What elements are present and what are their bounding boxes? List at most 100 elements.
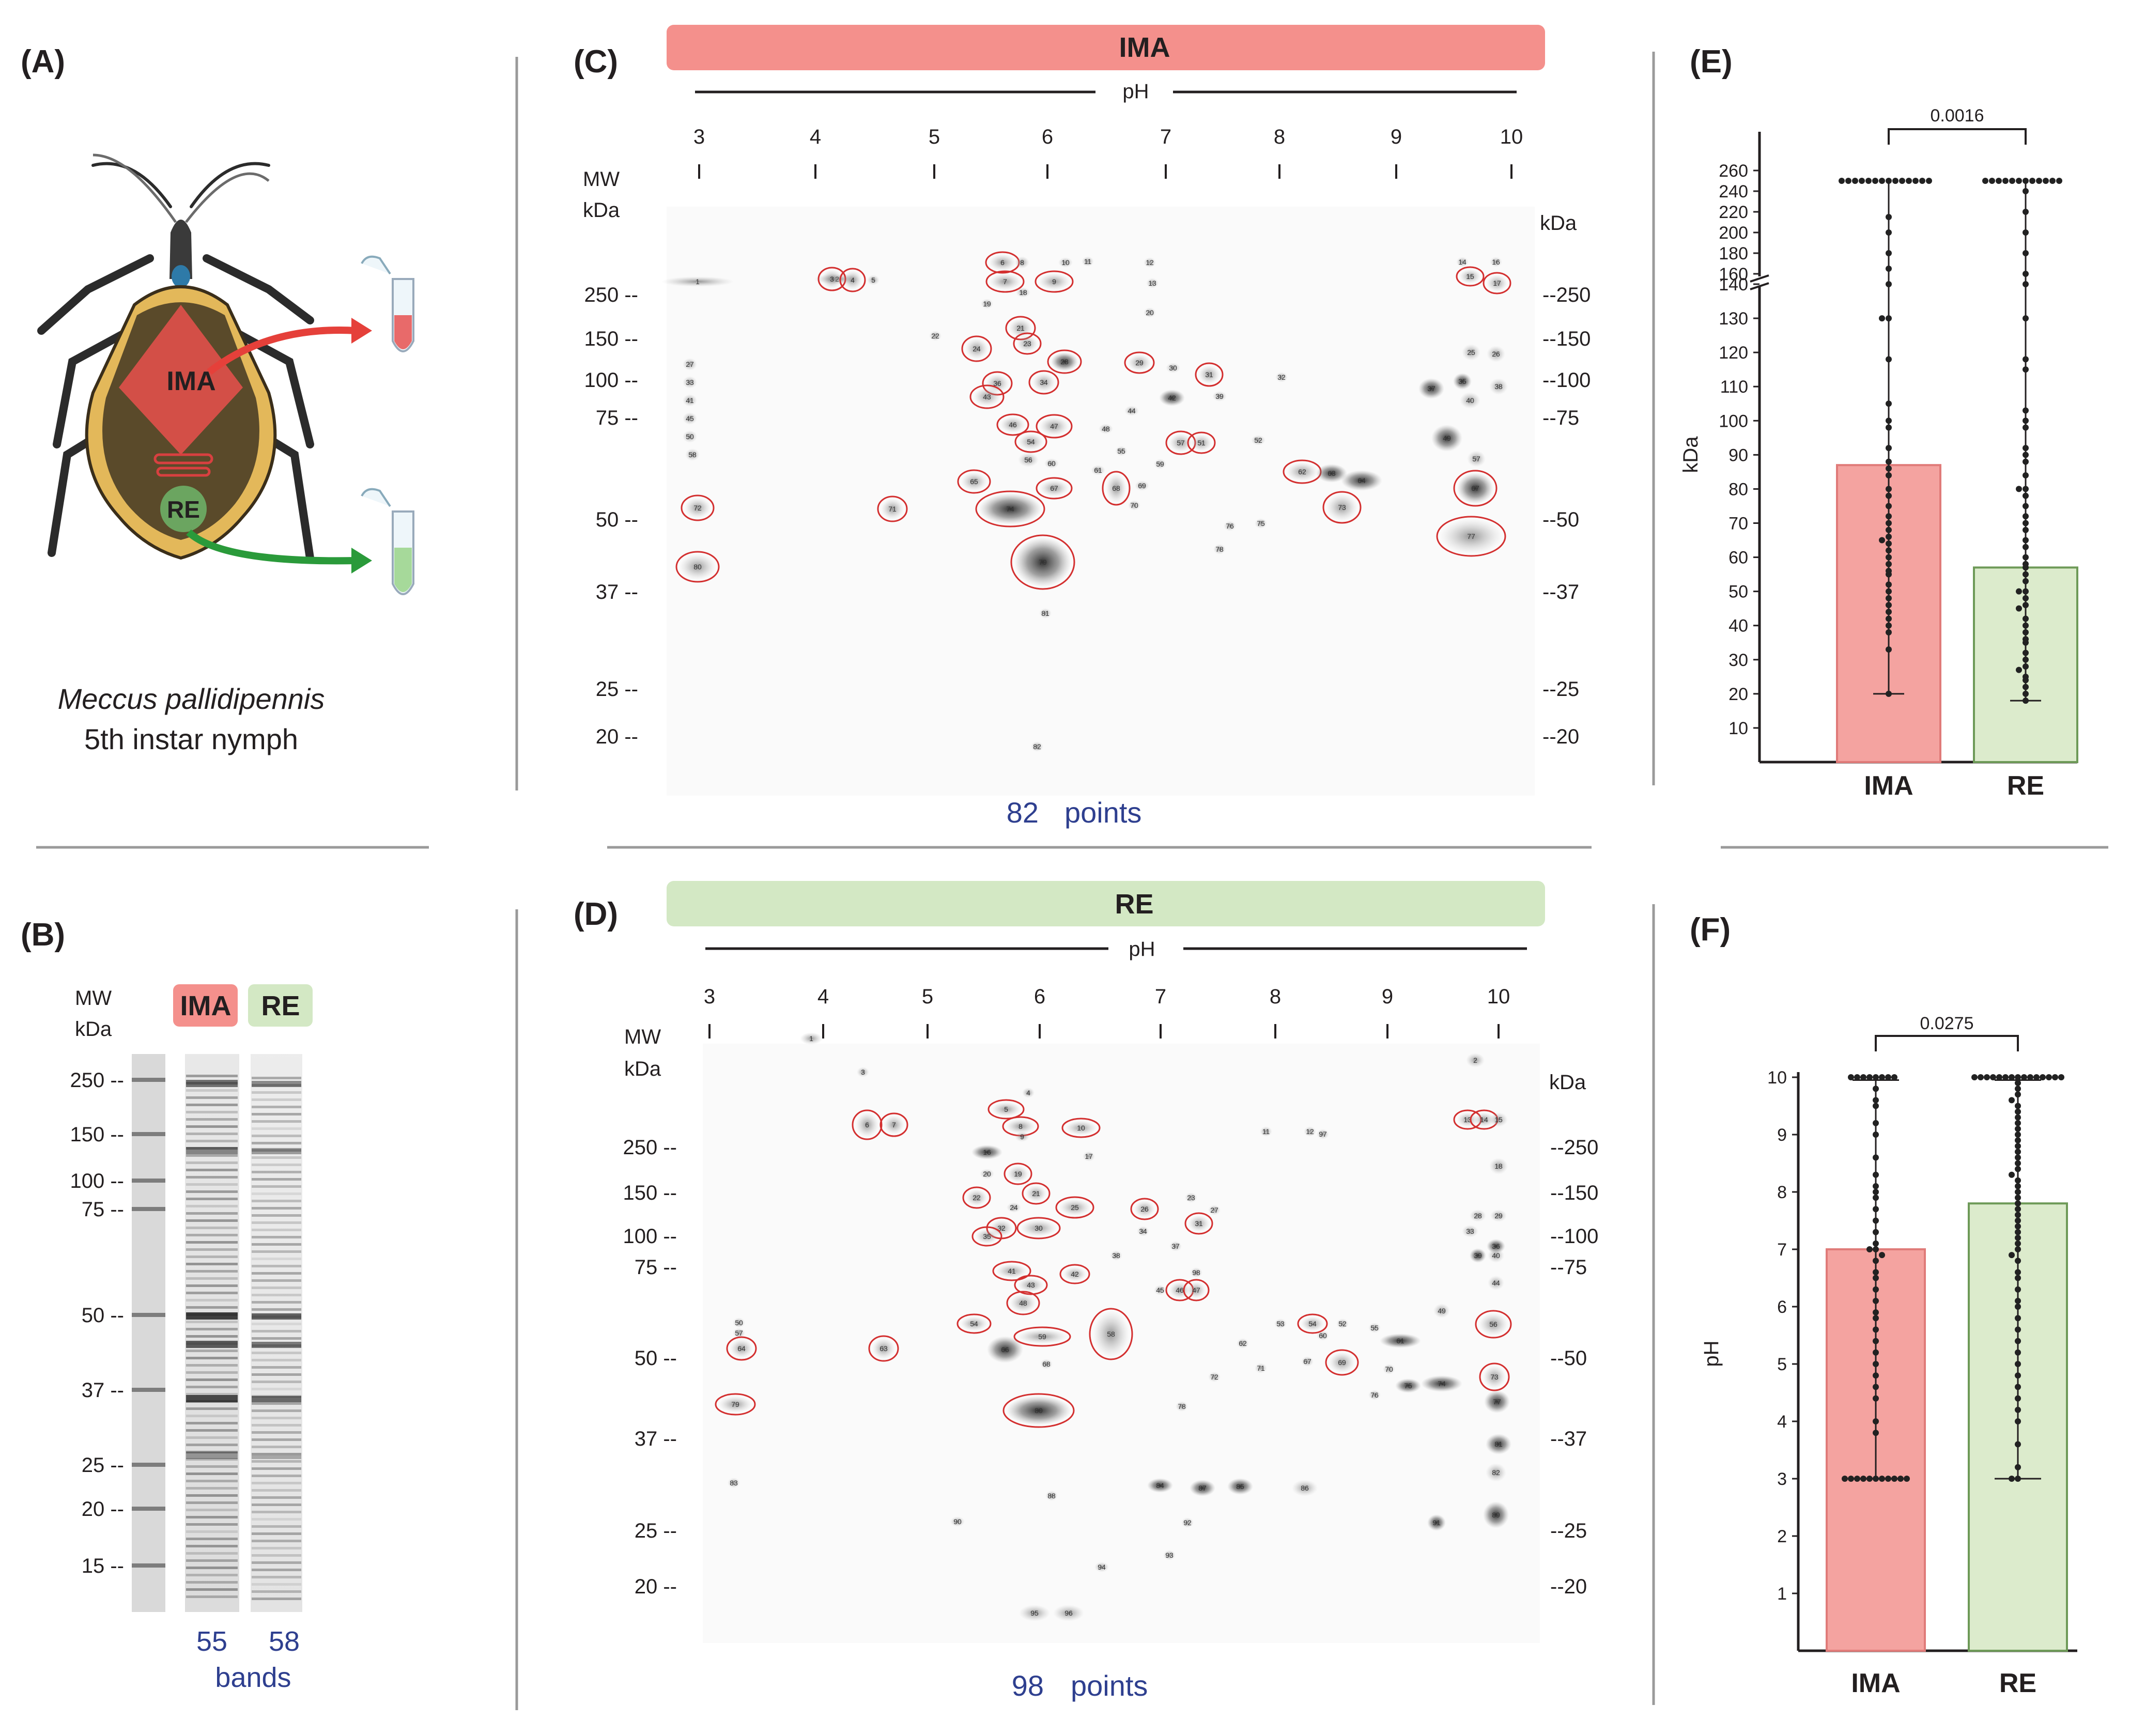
spot-number: 47 <box>1192 1286 1200 1294</box>
spot-number: 91 <box>1432 1518 1441 1527</box>
data-point <box>2015 1418 2021 1424</box>
mw-header-c-2: kDa <box>583 199 620 222</box>
ima-band <box>186 1364 238 1367</box>
re-band <box>252 1583 301 1586</box>
ima-band <box>186 1480 238 1482</box>
data-point <box>2015 1217 2021 1224</box>
spot-number: 3 <box>861 1068 865 1076</box>
protein-spot <box>1304 1126 1316 1137</box>
re-band <box>252 1323 301 1325</box>
ima-band <box>186 1080 238 1087</box>
marker-150: 150 -- <box>70 1123 125 1146</box>
spot-number: 40 <box>1466 396 1474 405</box>
protein-spot <box>1154 459 1166 469</box>
protein-spot <box>1274 1319 1287 1329</box>
spot-number: 50 <box>686 432 694 441</box>
protein-spot <box>976 1229 998 1244</box>
re-band <box>252 1178 301 1181</box>
data-point <box>1984 1074 1990 1080</box>
data-point <box>1873 1217 1879 1224</box>
y-tick-label: 4 <box>1777 1412 1787 1432</box>
data-point <box>1891 1476 1897 1482</box>
data-point <box>2023 677 2029 684</box>
data-point <box>1906 178 1912 184</box>
data-point <box>1886 547 1892 554</box>
data-point <box>1873 1338 1879 1344</box>
panel-d: (D) RE pH 3 4 5 6 7 8 9 10 MW kDa kDa 250 --150… <box>574 881 1598 1702</box>
y-tick-label: 40 <box>1728 616 1748 636</box>
spot-number: 42 <box>1071 1270 1079 1278</box>
spot-number: 68 <box>1042 1360 1051 1368</box>
spot-number: 48 <box>1102 425 1110 433</box>
re-band <box>252 1540 301 1542</box>
spot-number: 55 <box>1370 1324 1379 1332</box>
spot-number: 23 <box>1023 339 1031 348</box>
spot-number: 66 <box>1001 1345 1009 1354</box>
spot-circle <box>957 469 991 494</box>
data-point <box>1872 178 1878 184</box>
y-tick-label: 9 <box>1777 1125 1787 1145</box>
data-point <box>1886 356 1892 363</box>
spot-count-label-d: points <box>1071 1669 1148 1702</box>
mw-left-tick: 75 -- <box>596 407 638 429</box>
data-point <box>1873 1361 1879 1367</box>
panel-f-label: (F) <box>1690 912 1731 948</box>
ph-ticks-d: 3 4 5 6 7 8 9 10 <box>704 985 1510 1038</box>
re-band <box>252 1475 301 1477</box>
re-band <box>252 1135 301 1137</box>
re-band <box>252 1272 301 1275</box>
y-tick-label: 60 <box>1728 548 1748 568</box>
y-tick-label: 120 <box>1719 343 1748 363</box>
data-point <box>2015 1183 2021 1189</box>
data-point <box>1873 1297 1879 1304</box>
data-point <box>2015 1246 2021 1252</box>
data-point <box>1873 1246 1879 1252</box>
protein-spot <box>992 1102 1021 1117</box>
data-point <box>2023 229 2029 236</box>
ima-band <box>186 1378 238 1381</box>
re-band <box>252 1381 301 1383</box>
re-band <box>252 1359 301 1361</box>
spot-number: 33 <box>686 378 694 386</box>
protein-spot <box>1395 1378 1421 1393</box>
ima-lane <box>185 1054 239 1612</box>
y-tick-label: 70 <box>1728 514 1748 534</box>
marker-band <box>132 1563 165 1568</box>
data-point <box>1897 1476 1904 1482</box>
spot-circle <box>1059 1264 1090 1284</box>
data-point <box>2036 178 2042 184</box>
spot-number: 48 <box>1019 1299 1027 1307</box>
spot-number: 76 <box>1370 1391 1379 1399</box>
mw-right-tick: --25 <box>1542 678 1579 701</box>
protein-spot <box>683 376 697 389</box>
data-point <box>2056 178 2062 184</box>
data-point <box>2015 1137 2021 1144</box>
spot-number: 32 <box>997 1224 1006 1232</box>
ima-band <box>186 1407 238 1410</box>
spot-number: 47 <box>1050 422 1058 430</box>
spot-circle <box>969 384 1005 409</box>
protein-spot <box>1383 1364 1395 1374</box>
spot-number: 78 <box>1215 545 1224 553</box>
spot-number: 43 <box>1027 1281 1035 1289</box>
spot-circle <box>1036 414 1073 439</box>
protein-spot <box>1040 417 1069 436</box>
spot-number: 54 <box>1027 438 1035 446</box>
re-band <box>252 1460 301 1463</box>
protein-spot <box>1368 1390 1381 1400</box>
re-band <box>252 1098 301 1101</box>
data-point <box>2023 417 2029 424</box>
re-band <box>252 1279 301 1282</box>
mw-left-tick: 25 -- <box>635 1520 677 1542</box>
spot-circle <box>1028 370 1059 395</box>
spot-circle <box>1453 470 1498 507</box>
ima-band <box>186 1341 238 1348</box>
data-point <box>2015 1195 2021 1201</box>
spot-number: 72 <box>693 504 702 512</box>
x-label-re: RE <box>1999 1668 2036 1698</box>
spot-number: 79 <box>1039 558 1047 566</box>
re-band <box>252 1149 301 1152</box>
re-band <box>252 1453 301 1459</box>
re-band <box>252 1409 301 1412</box>
protein-spot <box>989 254 1016 271</box>
